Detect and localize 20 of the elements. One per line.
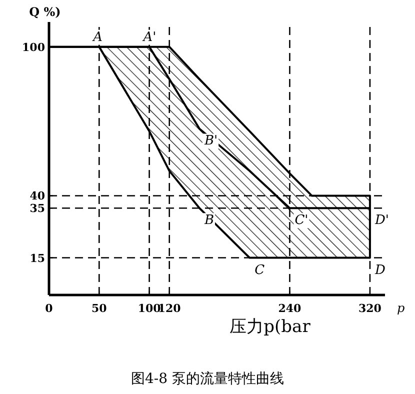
- y-tick-label: 35: [30, 202, 45, 216]
- annotation: A': [142, 30, 156, 45]
- y-tick-label: 100: [22, 40, 46, 54]
- x-tick-label: 0: [45, 302, 54, 315]
- text: p: [397, 301, 405, 315]
- annotation: B': [203, 134, 218, 149]
- y-tick-label: 15: [30, 252, 45, 265]
- x-tick-label: 240: [278, 302, 302, 315]
- text: 图4-8 泵的流量特性曲线: [131, 371, 284, 387]
- x-axis-title: 压力p(bar: [230, 317, 312, 337]
- x-tick-label: 50: [91, 302, 108, 315]
- annotation: C': [294, 213, 308, 228]
- y-axis-title: Q %): [29, 5, 61, 19]
- y-tick-label: 40: [30, 190, 46, 203]
- annotation: D: [374, 262, 386, 278]
- annotation: B: [203, 213, 214, 228]
- x-tick-label: 320: [358, 302, 382, 315]
- annotation: A: [92, 30, 103, 45]
- annotation: C: [254, 262, 265, 278]
- annotation: D': [374, 213, 389, 228]
